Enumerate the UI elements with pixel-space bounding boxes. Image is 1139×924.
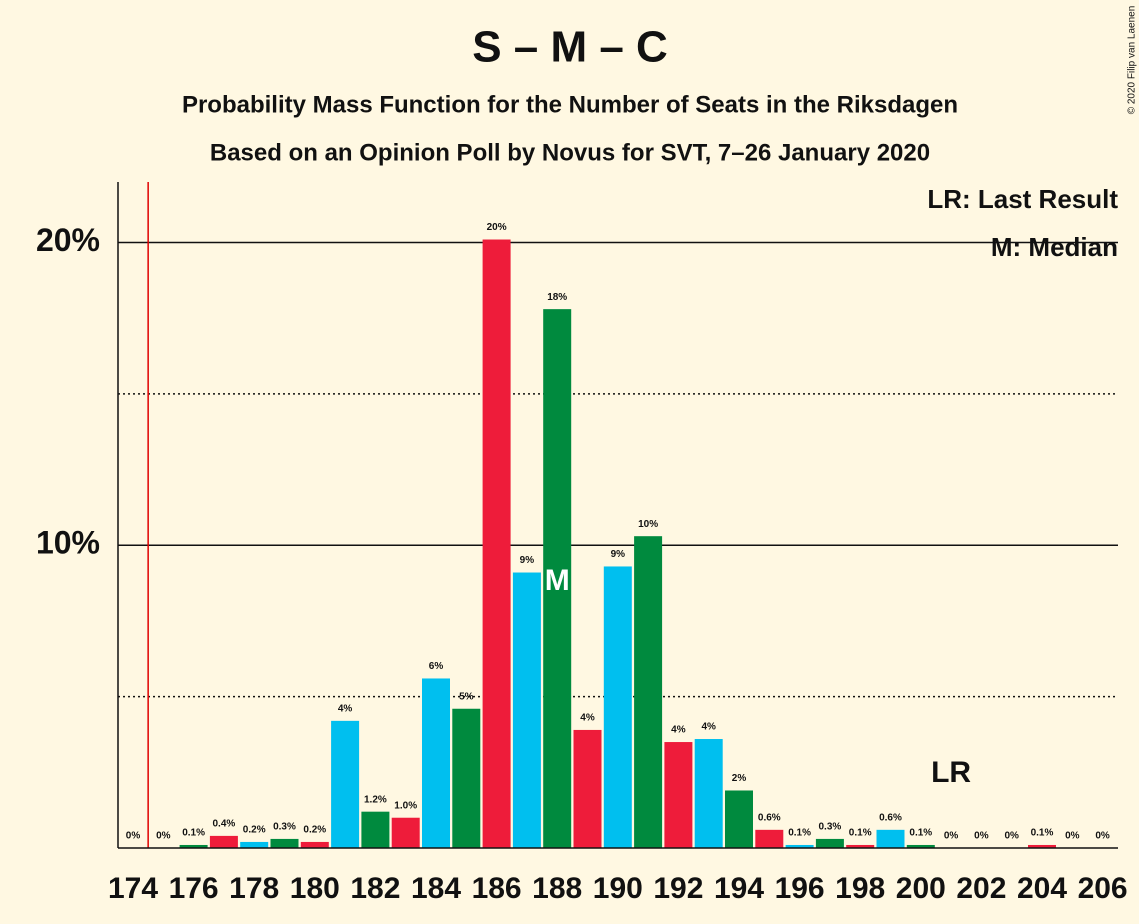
bar: [573, 729, 602, 848]
bar: [634, 536, 663, 848]
bar: [876, 829, 905, 848]
x-tick-label: 206: [1078, 872, 1128, 905]
x-tick-label: 194: [714, 872, 764, 905]
legend-entry: LR: Last Result: [927, 184, 1118, 214]
value-label: 0.1%: [849, 828, 872, 839]
value-label: 18%: [547, 292, 567, 303]
bar: [240, 841, 269, 848]
bar: [1028, 844, 1056, 848]
value-label: 0.6%: [879, 812, 902, 823]
y-tick-label: 20%: [36, 222, 100, 258]
value-label: 0.4%: [213, 819, 236, 830]
x-tick-label: 202: [956, 872, 1006, 905]
legend-entry: M: Median: [991, 232, 1118, 262]
median-marker: M: [545, 564, 570, 597]
bar: [331, 720, 360, 848]
x-tick-label: 184: [411, 872, 461, 905]
x-tick-label: 176: [169, 872, 219, 905]
value-label: 0%: [944, 831, 959, 842]
value-label: 1.2%: [364, 794, 387, 805]
value-label: 0.3%: [819, 822, 842, 833]
value-label: 20%: [487, 222, 507, 233]
bar: [179, 844, 208, 848]
chart-subtitle: Based on an Opinion Poll by Novus for SV…: [210, 139, 930, 166]
x-tick-label: 174: [108, 872, 158, 905]
bar: [725, 790, 753, 848]
chart-subtitle: Probability Mass Function for the Number…: [182, 91, 958, 118]
bar: [361, 811, 390, 848]
value-label: 0.1%: [1031, 828, 1054, 839]
x-tick-label: 198: [835, 872, 885, 905]
value-label: 0%: [1065, 831, 1080, 842]
x-tick-label: 188: [532, 872, 582, 905]
x-tick-label: 182: [350, 872, 400, 905]
value-label: 0%: [156, 831, 171, 842]
bar: [815, 838, 844, 848]
bar: [422, 678, 450, 848]
bar: [270, 838, 299, 848]
x-tick-label: 178: [229, 872, 279, 905]
value-label: 2%: [732, 773, 747, 784]
value-label: 0.6%: [758, 812, 781, 823]
value-label: 0.1%: [788, 828, 811, 839]
value-label: 0%: [126, 831, 141, 842]
value-label: 1.0%: [394, 800, 417, 811]
bar: [603, 566, 632, 848]
x-tick-label: 200: [896, 872, 946, 905]
bar: [694, 739, 723, 848]
value-label: 0.2%: [303, 825, 326, 836]
bar: [512, 572, 541, 848]
value-label: 4%: [338, 703, 353, 714]
x-tick-label: 204: [1017, 872, 1067, 905]
bar: [906, 844, 935, 848]
value-label: 4%: [671, 725, 686, 736]
x-tick-label: 190: [593, 872, 643, 905]
bar: [209, 835, 238, 848]
value-label: 0.3%: [273, 822, 296, 833]
value-label: 0%: [974, 831, 989, 842]
x-tick-label: 192: [653, 872, 703, 905]
bar: [543, 309, 572, 848]
copyright: © 2020 Filip van Laenen: [1127, 6, 1138, 115]
value-label: 6%: [429, 661, 444, 672]
x-tick-label: 186: [472, 872, 522, 905]
bar: [300, 841, 329, 848]
value-label: 10%: [638, 519, 658, 530]
last-result-marker: LR: [931, 756, 971, 789]
x-tick-label: 180: [290, 872, 340, 905]
x-tick-label: 196: [775, 872, 825, 905]
bar: [785, 844, 814, 848]
value-label: 0.1%: [909, 828, 932, 839]
bar: [755, 829, 784, 848]
bar: [846, 844, 875, 848]
value-label: 0%: [1004, 831, 1019, 842]
chart-title: S – M – C: [472, 23, 668, 72]
value-label: 9%: [611, 549, 626, 560]
value-label: 0.2%: [243, 825, 266, 836]
bar: [664, 742, 693, 848]
value-label: 4%: [580, 713, 595, 724]
bar: [391, 817, 420, 848]
value-label: 0%: [1095, 831, 1110, 842]
y-tick-label: 10%: [36, 525, 100, 561]
value-label: 9%: [520, 555, 535, 566]
bar: [452, 708, 481, 848]
value-label: 0.1%: [182, 828, 205, 839]
value-label: 5%: [459, 691, 474, 702]
value-label: 4%: [701, 722, 716, 733]
bar: [482, 239, 511, 848]
